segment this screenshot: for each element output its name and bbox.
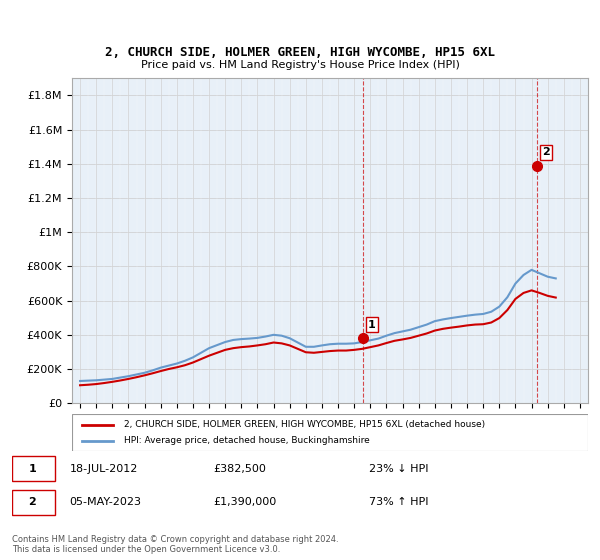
Text: Contains HM Land Registry data © Crown copyright and database right 2024.
This d: Contains HM Land Registry data © Crown c…: [12, 535, 338, 554]
Text: 2: 2: [28, 497, 36, 507]
Text: HPI: Average price, detached house, Buckinghamshire: HPI: Average price, detached house, Buck…: [124, 436, 370, 445]
Text: 1: 1: [368, 320, 376, 329]
Text: 2: 2: [542, 147, 550, 157]
Text: 23% ↓ HPI: 23% ↓ HPI: [369, 464, 428, 474]
Text: 73% ↑ HPI: 73% ↑ HPI: [369, 497, 428, 507]
FancyBboxPatch shape: [12, 456, 55, 481]
Text: 05-MAY-2023: 05-MAY-2023: [70, 497, 142, 507]
Text: £382,500: £382,500: [214, 464, 266, 474]
Text: 1: 1: [28, 464, 36, 474]
FancyBboxPatch shape: [72, 414, 588, 451]
Text: 18-JUL-2012: 18-JUL-2012: [70, 464, 138, 474]
Text: Price paid vs. HM Land Registry's House Price Index (HPI): Price paid vs. HM Land Registry's House …: [140, 60, 460, 70]
FancyBboxPatch shape: [12, 490, 55, 515]
Text: 2, CHURCH SIDE, HOLMER GREEN, HIGH WYCOMBE, HP15 6XL: 2, CHURCH SIDE, HOLMER GREEN, HIGH WYCOM…: [105, 46, 495, 59]
Text: 2, CHURCH SIDE, HOLMER GREEN, HIGH WYCOMBE, HP15 6XL (detached house): 2, CHURCH SIDE, HOLMER GREEN, HIGH WYCOM…: [124, 420, 485, 429]
Text: £1,390,000: £1,390,000: [214, 497, 277, 507]
